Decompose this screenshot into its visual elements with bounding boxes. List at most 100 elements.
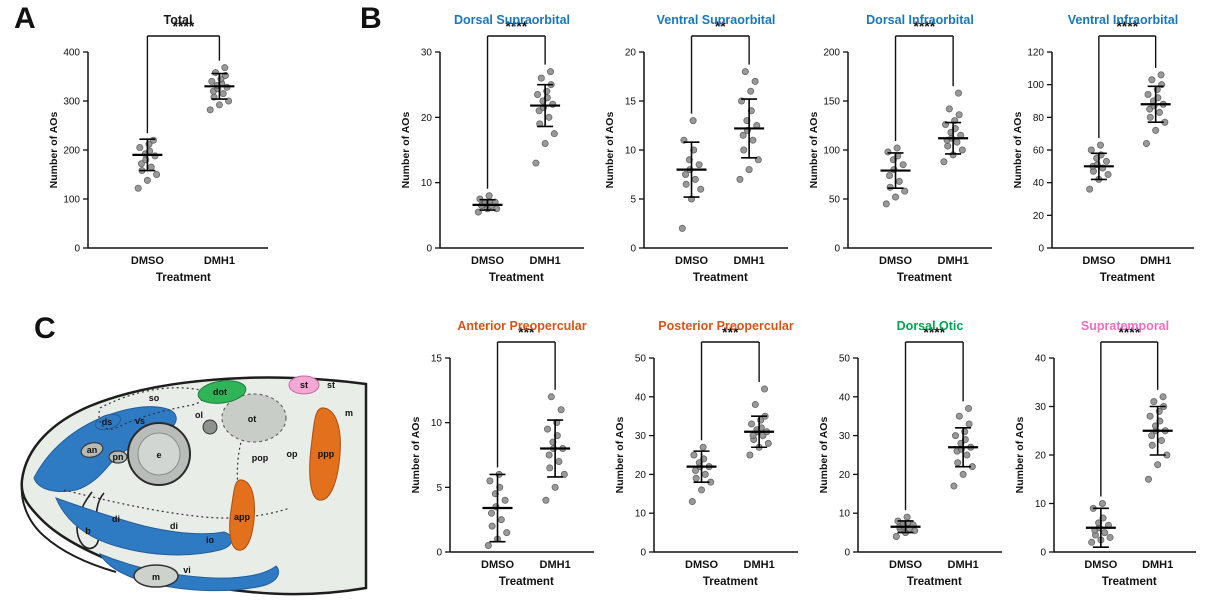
panel-c-diagram: so vs ds an pn e ol dot ot st st m pop o…	[4, 330, 374, 602]
mean-error-bars	[744, 415, 775, 449]
chart-title: Anterior Preopercular	[457, 319, 586, 333]
svg-text:50: 50	[635, 354, 647, 365]
y-axis-title: Number of AOs	[614, 417, 626, 494]
svg-text:15: 15	[625, 97, 637, 108]
posterior-naris	[108, 450, 128, 464]
svg-text:200: 200	[823, 48, 840, 59]
significance-bracket	[496, 341, 556, 468]
chart-title: Posterior Preopercular	[658, 319, 794, 333]
chart-dorsal-infraorbital: 0 50 100 150 200 Number of AOs DMSO DMH1 Treatme…	[802, 4, 1002, 300]
svg-text:5: 5	[436, 483, 442, 494]
chart-title: Total	[164, 13, 193, 27]
svg-text:20: 20	[421, 113, 433, 124]
dmso-points	[890, 513, 921, 540]
ventral-supraorbital-plot: 0 5 10 15 20 Number of AOs DMSO DMH1 Treatment **…	[604, 13, 788, 284]
svg-text:20: 20	[635, 470, 647, 481]
y-axis: 0 20 40 60 80 100 120 Number of AOs	[1012, 48, 1053, 255]
x-axis: DMSO DMH1 Treatment	[450, 551, 594, 588]
panel-a-label: A	[14, 2, 36, 35]
posterior-preopercular-plot: 0 10 20 30 40 50 Number of AOs DMSO DMH1 Treatmen…	[614, 319, 798, 588]
svg-text:100: 100	[63, 195, 80, 206]
y-axis-title: Number of AOs	[818, 417, 830, 494]
label-app: app	[234, 512, 251, 522]
y-axis-title: Number of AOs	[604, 112, 616, 189]
dmso-points	[482, 470, 513, 550]
svg-text:10: 10	[635, 509, 647, 520]
dmh1-points	[204, 64, 235, 114]
chart-title: Supratemporal	[1081, 319, 1169, 333]
x-axis: DMSO DMH1 Treatment	[88, 247, 268, 284]
svg-text:DMSO: DMSO	[481, 559, 514, 571]
x-axis-title: Treatment	[693, 272, 748, 284]
svg-text:40: 40	[839, 392, 851, 403]
dmh1-points	[938, 89, 969, 166]
dmh1-points	[1140, 71, 1171, 147]
mean-error-bars	[482, 473, 513, 543]
anterior-preopercular-plot: 0 5 10 15 Number of AOs DMSO DMH1 Treatment ***A…	[410, 319, 594, 588]
label-ot: ot	[248, 414, 257, 424]
canal-dotted-line	[63, 489, 291, 519]
dmso-points	[686, 443, 717, 506]
anterior-naris	[80, 442, 104, 458]
region-labels: so vs ds an pn e ol dot ot st st m pop o…	[85, 380, 353, 582]
svg-text:40: 40	[635, 392, 647, 403]
svg-text:DMH1: DMH1	[734, 255, 765, 267]
svg-text:DMH1: DMH1	[1140, 255, 1171, 267]
mean-error-bars	[204, 72, 235, 100]
label-dot: dot	[213, 387, 227, 397]
panel-b-label: B	[360, 2, 382, 35]
y-axis-title: Number of AOs	[410, 417, 422, 494]
svg-text:DMSO: DMSO	[1084, 559, 1117, 571]
svg-text:DMH1: DMH1	[744, 559, 775, 571]
mean-error-bars	[880, 152, 911, 190]
svg-text:0: 0	[436, 548, 442, 559]
svg-text:DMSO: DMSO	[879, 255, 912, 267]
significance-bracket	[700, 341, 760, 441]
svg-text:10: 10	[431, 418, 443, 429]
x-axis: DMSO DMH1 Treatment	[440, 247, 584, 284]
svg-text:30: 30	[421, 48, 433, 59]
chart-total: 0 100 200 300 400 Number of AOs DMSO DMH1 Treatm…	[42, 4, 278, 300]
svg-text:0: 0	[74, 244, 80, 255]
significance-bracket	[690, 35, 750, 114]
svg-text:40: 40	[1035, 354, 1047, 365]
y-axis: 0 50 100 150 200 Number of AOs	[808, 48, 849, 255]
x-axis: DMSO DMH1 Treatment	[1054, 551, 1196, 588]
significance-stars: ***	[722, 324, 739, 340]
svg-text:60: 60	[1033, 146, 1045, 157]
dorsal-supraorbital-plot: 0 10 20 30 Number of AOs DMSO DMH1 Treatment ***…	[400, 13, 584, 284]
svg-text:DMH1: DMH1	[948, 559, 979, 571]
chart-title: Dorsal Infraorbital	[866, 13, 974, 27]
chart-posterior-preopercular: 0 10 20 30 40 50 Number of AOs DMSO DMH1 Treatmen…	[608, 310, 808, 604]
dmso-points	[472, 192, 503, 216]
svg-text:120: 120	[1027, 48, 1044, 59]
svg-text:300: 300	[63, 97, 80, 108]
mean-error-bars	[472, 198, 503, 211]
significance-bracket	[1100, 341, 1159, 497]
mean-error-bars	[676, 141, 707, 198]
svg-text:50: 50	[839, 354, 851, 365]
svg-text:200: 200	[63, 146, 80, 157]
dmso-points	[880, 144, 911, 208]
svg-text:DMH1: DMH1	[530, 255, 561, 267]
posterior-preopercular-region	[309, 407, 341, 501]
dmh1-points	[530, 68, 561, 167]
svg-text:20: 20	[625, 48, 637, 59]
dmh1-points	[744, 385, 775, 459]
dmso-points	[676, 117, 707, 232]
x-axis-title: Treatment	[1100, 272, 1155, 284]
label-vi: vi	[183, 565, 191, 575]
total-plot: 0 100 200 300 400 Number of AOs DMSO DMH1 Treatm…	[48, 13, 268, 284]
svg-text:400: 400	[63, 48, 80, 59]
svg-text:20: 20	[1033, 211, 1045, 222]
x-axis: DMSO DMH1 Treatment	[848, 247, 992, 284]
y-axis-title: Number of AOs	[1014, 417, 1026, 494]
dmso-points	[1083, 141, 1114, 193]
panel-c-label: C	[34, 312, 56, 345]
label-di-2: di	[170, 521, 178, 531]
label-di-1: di	[112, 514, 120, 524]
y-axis: 0 5 10 15 Number of AOs	[410, 354, 451, 559]
mean-error-bars	[734, 98, 765, 159]
significance-stars: ****	[505, 18, 527, 34]
